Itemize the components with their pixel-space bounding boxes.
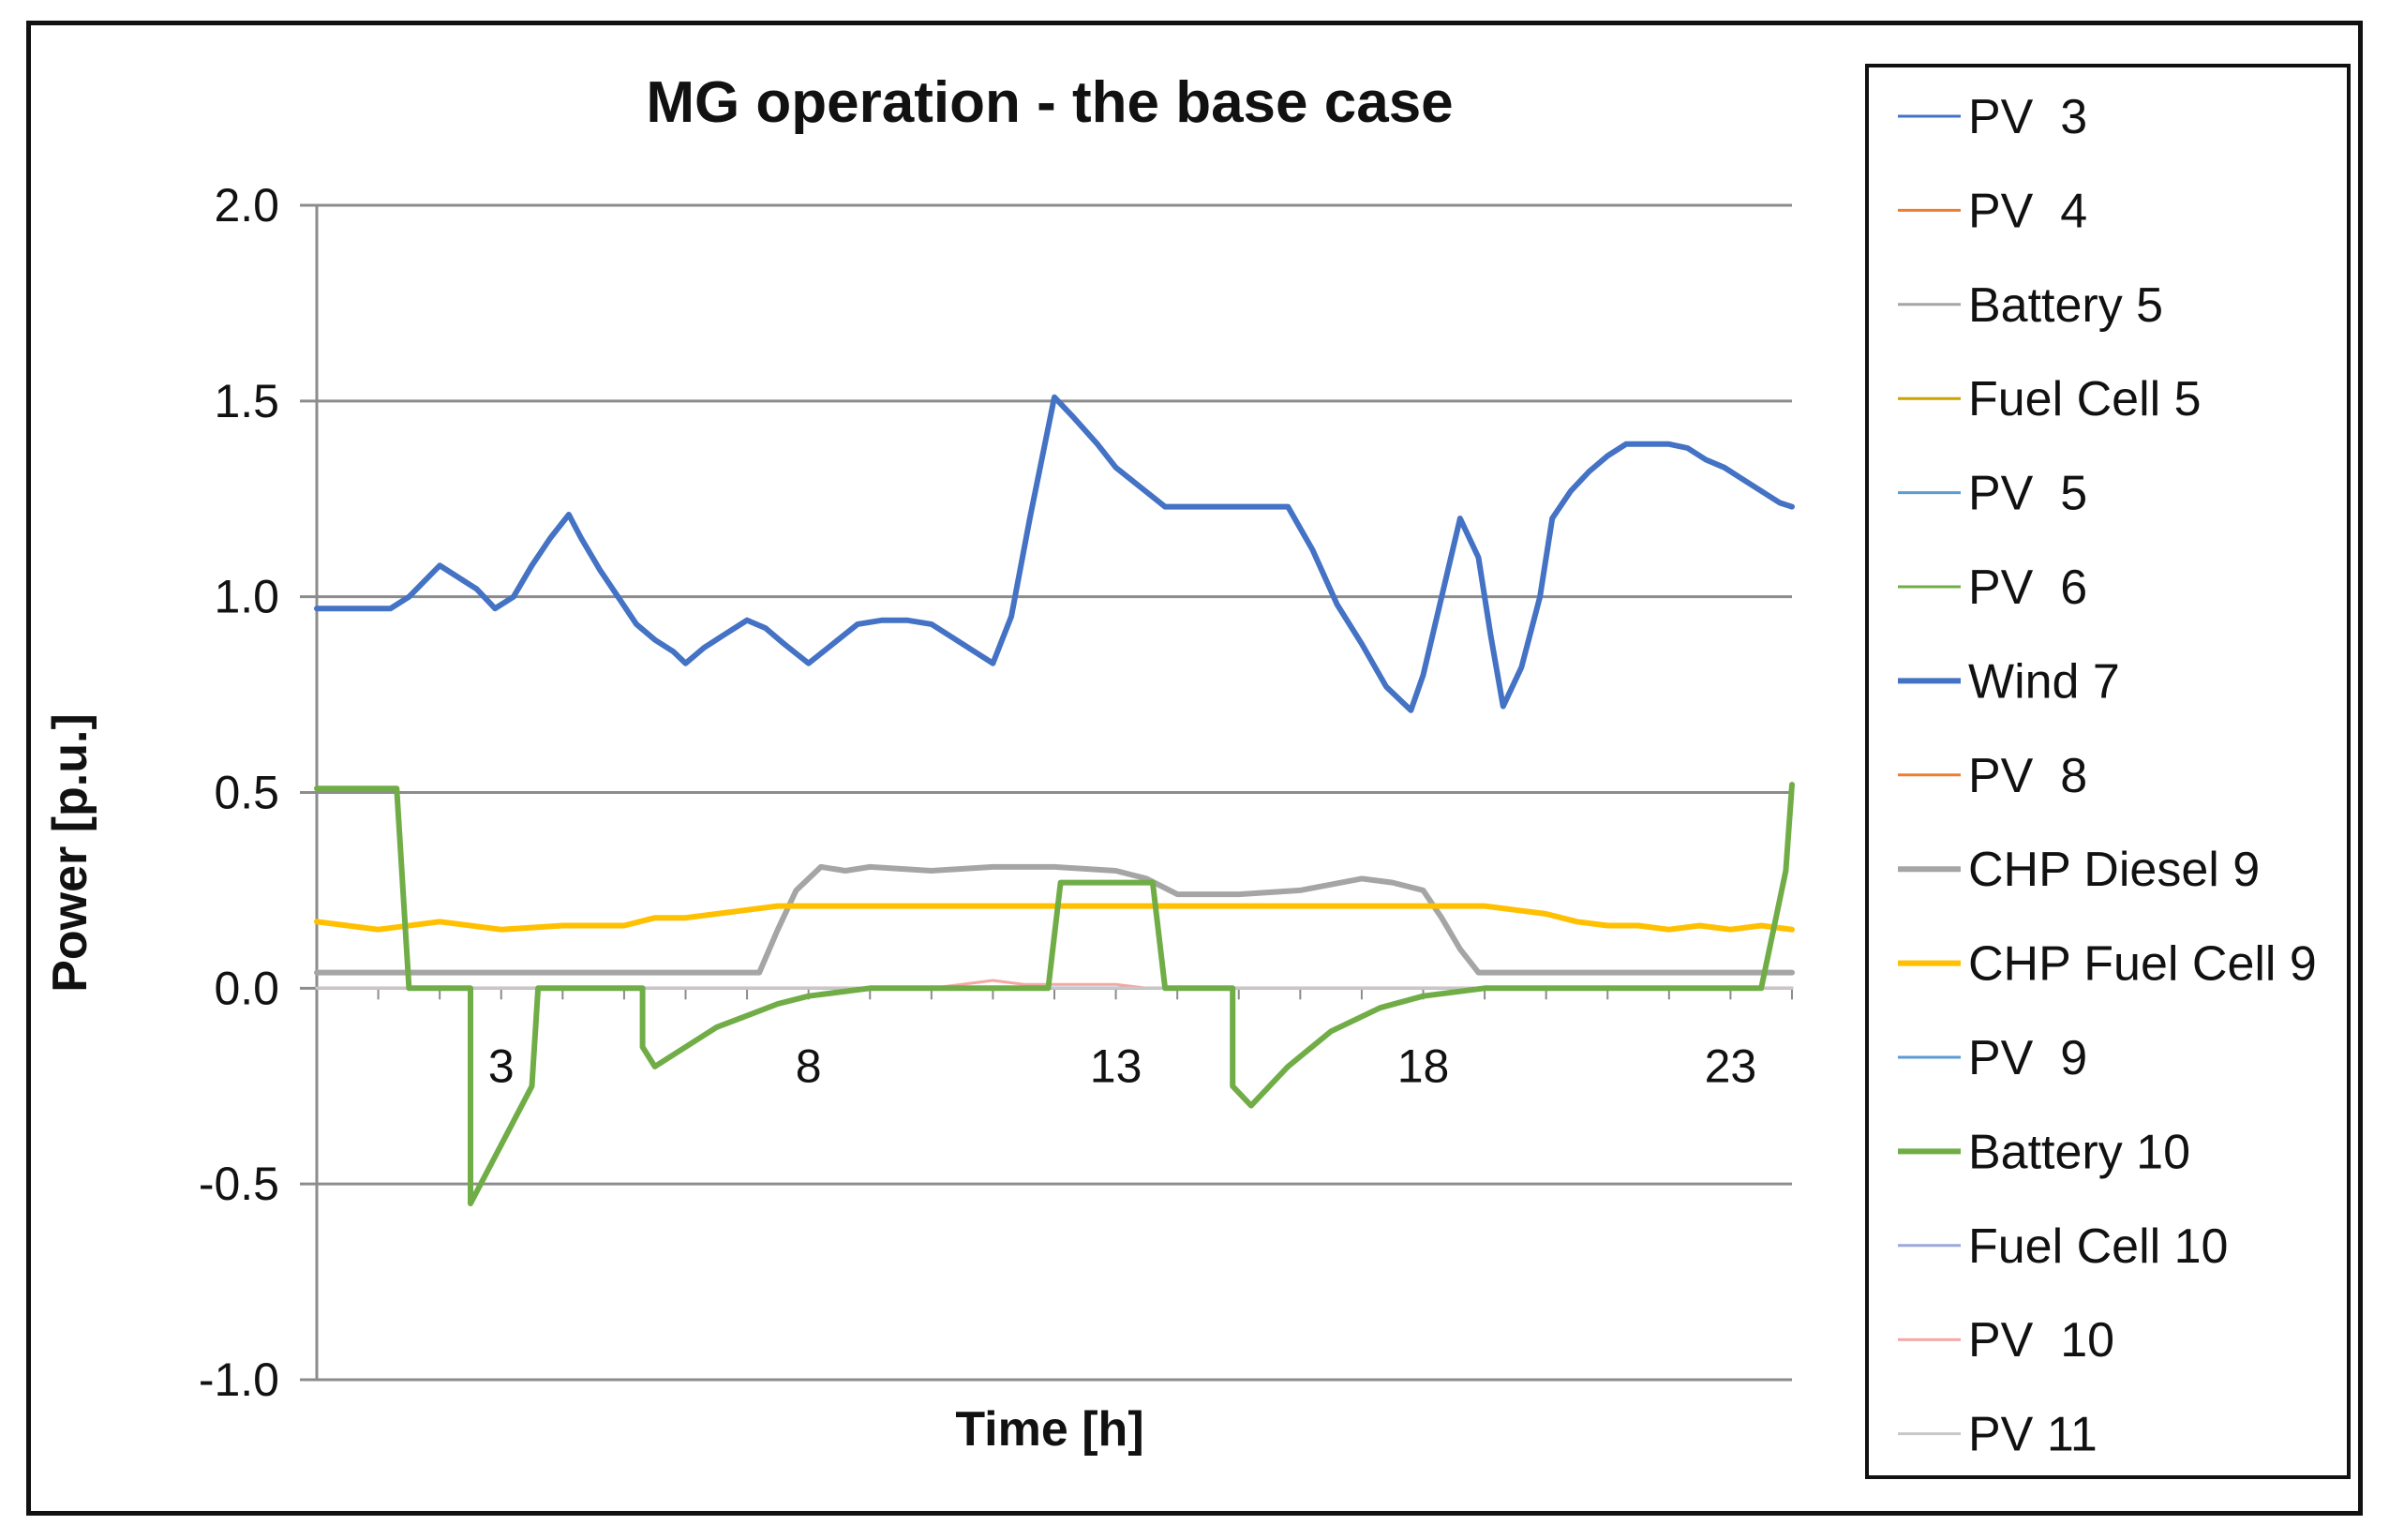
x-axis-title: Time [h] bbox=[955, 1402, 1143, 1457]
y-tick-label: -1.0 bbox=[199, 1353, 279, 1406]
legend-label: PV 3 bbox=[1968, 90, 2087, 144]
series-line-battery-10 bbox=[314, 782, 1795, 1206]
legend-items: PV 3 PV 4 Battery 5 Fuel Cell 5 PV 5 PV 6 Wind… bbox=[1898, 90, 2317, 1462]
legend-label: Battery 10 bbox=[1968, 1125, 2190, 1179]
legend-label: PV 9 bbox=[1968, 1031, 2087, 1085]
y-axis-title: Power [p.u.] bbox=[43, 713, 97, 993]
label-layer: 2.0 1.5 1.0 0.5 0.0 -0.5 -1.0 3 8 13 18 23 bbox=[199, 179, 1756, 1406]
legend-label: Wind 7 bbox=[1968, 654, 2120, 709]
y-tick-label: 0.5 bbox=[214, 767, 279, 819]
y-tick-label: 0.0 bbox=[214, 962, 279, 1014]
y-tick-label: 1.0 bbox=[214, 571, 279, 623]
legend-label: PV 6 bbox=[1968, 561, 2087, 615]
legend-label: PV 4 bbox=[1968, 184, 2087, 238]
series-line-chp-fuel-cell-9 bbox=[314, 903, 1795, 933]
legend: PV 3 PV 4 Battery 5 Fuel Cell 5 PV 5 PV 6 Wind… bbox=[1865, 64, 2351, 1479]
series-layer bbox=[314, 394, 1795, 1206]
chart-title: MG operation - the base case bbox=[646, 70, 1453, 135]
series-line-wind-7 bbox=[314, 394, 1795, 713]
legend-label: PV 11 bbox=[1968, 1408, 2098, 1462]
legend-label: PV 5 bbox=[1968, 467, 2087, 521]
legend-label: Fuel Cell 10 bbox=[1968, 1219, 2228, 1274]
y-tick-label: -0.5 bbox=[199, 1158, 279, 1210]
legend-label: PV 10 bbox=[1968, 1313, 2114, 1368]
grid-layer bbox=[300, 203, 1792, 1382]
x-tick-label: 13 bbox=[1090, 1039, 1142, 1092]
legend-label: Battery 5 bbox=[1968, 278, 2163, 333]
y-tick-label: 2.0 bbox=[214, 179, 279, 232]
legend-label: CHP Diesel 9 bbox=[1968, 843, 2260, 897]
legend-box bbox=[1865, 64, 2351, 1479]
legend-label: PV 8 bbox=[1968, 749, 2087, 803]
y-tick-label: 1.5 bbox=[214, 375, 279, 427]
x-tick-label: 3 bbox=[488, 1039, 515, 1092]
x-tick-label: 8 bbox=[796, 1039, 822, 1092]
x-tick-label: 23 bbox=[1705, 1039, 1757, 1092]
legend-label: CHP Fuel Cell 9 bbox=[1968, 937, 2317, 992]
x-tick-label: 18 bbox=[1397, 1039, 1450, 1092]
legend-label: Fuel Cell 5 bbox=[1968, 372, 2202, 426]
